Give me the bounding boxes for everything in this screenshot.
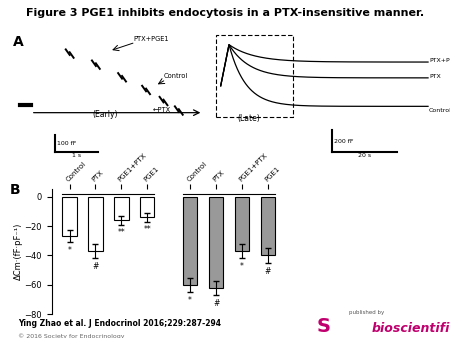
Text: PTX: PTX	[429, 74, 441, 79]
Text: #: #	[213, 299, 219, 308]
Bar	[216, 35, 293, 117]
Bar	[140, 197, 154, 217]
Text: *: *	[240, 262, 244, 271]
Text: published by: published by	[349, 310, 384, 315]
Text: 200 fF: 200 fF	[334, 139, 354, 144]
Text: PTX+PGE1: PTX+PGE1	[133, 36, 169, 42]
Text: PTX+PGE1: PTX+PGE1	[429, 58, 450, 63]
Text: 20 s: 20 s	[358, 153, 371, 158]
Text: ←PTX: ←PTX	[153, 107, 171, 113]
Text: Figure 3 PGE1 inhibits endocytosis in a PTX-insensitive manner.: Figure 3 PGE1 inhibits endocytosis in a …	[26, 8, 424, 19]
Y-axis label: ΔCm·(fF·pF⁻¹): ΔCm·(fF·pF⁻¹)	[14, 223, 23, 281]
Text: *: *	[68, 246, 72, 255]
Bar	[88, 197, 103, 251]
Text: Control: Control	[164, 73, 188, 79]
Text: 100 fF: 100 fF	[57, 141, 76, 146]
Bar	[235, 197, 249, 251]
Text: **: **	[144, 225, 151, 234]
Text: 1 s: 1 s	[72, 153, 81, 158]
Text: #: #	[92, 262, 99, 271]
Text: Control: Control	[429, 108, 450, 113]
Text: A: A	[14, 35, 24, 49]
Text: (Early): (Early)	[92, 110, 118, 119]
Text: **: **	[117, 228, 125, 237]
Text: *: *	[188, 296, 192, 305]
Text: (Late): (Late)	[238, 114, 261, 123]
Text: B: B	[9, 183, 20, 197]
Text: S: S	[317, 317, 331, 336]
Bar	[183, 197, 197, 285]
Bar	[209, 197, 223, 288]
Text: #: #	[265, 267, 271, 275]
Bar	[63, 197, 76, 236]
Bar	[114, 197, 129, 220]
Text: bioscientifica: bioscientifica	[371, 322, 450, 335]
Bar	[261, 197, 275, 256]
Text: © 2016 Society for Endocrinology: © 2016 Society for Endocrinology	[18, 333, 125, 338]
Text: Ying Zhao et al. J Endocrinol 2016;229:287-294: Ying Zhao et al. J Endocrinol 2016;229:2…	[18, 319, 221, 329]
